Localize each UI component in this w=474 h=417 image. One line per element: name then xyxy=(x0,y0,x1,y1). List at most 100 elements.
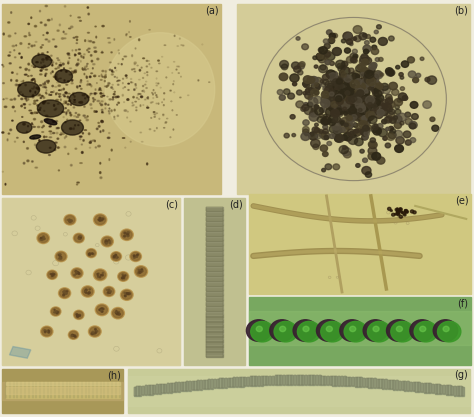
Circle shape xyxy=(374,30,378,34)
Bar xyxy=(206,379,208,389)
Circle shape xyxy=(305,89,310,92)
Circle shape xyxy=(296,37,300,40)
Circle shape xyxy=(73,310,84,319)
Circle shape xyxy=(315,107,323,115)
Circle shape xyxy=(363,135,368,139)
Ellipse shape xyxy=(15,33,16,34)
Bar xyxy=(374,378,376,388)
Ellipse shape xyxy=(26,100,27,101)
Ellipse shape xyxy=(89,142,91,143)
Ellipse shape xyxy=(132,69,133,70)
Circle shape xyxy=(367,96,376,103)
Circle shape xyxy=(325,103,332,109)
Circle shape xyxy=(305,132,309,136)
Circle shape xyxy=(370,68,375,73)
Ellipse shape xyxy=(61,89,62,90)
Circle shape xyxy=(105,242,108,244)
Bar xyxy=(300,375,301,385)
Ellipse shape xyxy=(111,87,112,88)
Circle shape xyxy=(105,241,107,244)
Circle shape xyxy=(297,322,321,342)
Circle shape xyxy=(337,104,341,108)
Circle shape xyxy=(355,103,358,107)
Ellipse shape xyxy=(44,119,57,125)
Circle shape xyxy=(354,100,359,104)
Circle shape xyxy=(350,87,359,94)
Circle shape xyxy=(394,214,396,215)
Ellipse shape xyxy=(156,95,157,96)
Bar xyxy=(451,386,454,395)
Circle shape xyxy=(70,220,72,221)
Bar xyxy=(302,375,304,385)
Circle shape xyxy=(78,273,80,274)
Bar xyxy=(446,385,448,395)
Ellipse shape xyxy=(32,113,34,114)
Ellipse shape xyxy=(71,104,72,106)
Bar xyxy=(206,294,223,296)
Bar xyxy=(247,377,249,386)
Circle shape xyxy=(356,101,364,109)
Circle shape xyxy=(375,130,380,133)
Circle shape xyxy=(391,210,392,211)
Bar xyxy=(206,337,223,339)
Circle shape xyxy=(101,236,113,247)
Circle shape xyxy=(329,61,334,65)
Circle shape xyxy=(340,88,349,96)
Circle shape xyxy=(65,292,67,294)
Ellipse shape xyxy=(56,93,58,94)
Bar xyxy=(206,209,223,211)
Ellipse shape xyxy=(45,73,47,74)
Ellipse shape xyxy=(102,25,104,27)
Circle shape xyxy=(281,64,288,70)
Ellipse shape xyxy=(54,109,56,111)
Circle shape xyxy=(127,235,129,236)
Circle shape xyxy=(357,103,365,110)
Circle shape xyxy=(335,108,342,115)
Circle shape xyxy=(432,125,439,131)
Circle shape xyxy=(376,83,382,89)
Circle shape xyxy=(358,89,366,96)
Ellipse shape xyxy=(76,39,78,40)
Bar xyxy=(206,291,223,294)
Bar xyxy=(206,261,223,264)
Ellipse shape xyxy=(153,94,154,95)
Ellipse shape xyxy=(111,70,113,72)
Circle shape xyxy=(400,87,404,90)
Ellipse shape xyxy=(33,103,36,104)
Circle shape xyxy=(405,112,410,117)
Ellipse shape xyxy=(29,104,31,105)
Ellipse shape xyxy=(75,50,77,51)
Circle shape xyxy=(322,168,326,172)
Ellipse shape xyxy=(90,103,92,106)
Ellipse shape xyxy=(46,59,48,60)
Circle shape xyxy=(314,105,319,109)
Circle shape xyxy=(72,334,73,336)
Ellipse shape xyxy=(34,112,36,113)
Circle shape xyxy=(374,128,379,131)
Bar xyxy=(206,311,223,314)
Ellipse shape xyxy=(81,80,82,81)
Ellipse shape xyxy=(82,151,83,153)
Circle shape xyxy=(389,73,393,76)
Bar xyxy=(206,317,223,319)
Ellipse shape xyxy=(88,48,90,49)
Circle shape xyxy=(357,116,362,120)
Ellipse shape xyxy=(89,40,91,42)
Ellipse shape xyxy=(101,121,103,123)
Circle shape xyxy=(310,113,314,116)
Bar xyxy=(206,349,223,352)
Circle shape xyxy=(53,275,54,276)
Ellipse shape xyxy=(54,105,55,106)
Ellipse shape xyxy=(150,102,152,103)
Circle shape xyxy=(352,101,357,106)
Bar xyxy=(321,376,324,385)
Circle shape xyxy=(323,86,328,91)
Circle shape xyxy=(136,267,146,276)
Ellipse shape xyxy=(27,126,28,127)
Circle shape xyxy=(94,329,96,330)
Circle shape xyxy=(396,211,400,214)
Bar xyxy=(363,377,365,387)
Ellipse shape xyxy=(32,161,33,162)
Circle shape xyxy=(335,83,342,89)
Ellipse shape xyxy=(60,62,61,63)
